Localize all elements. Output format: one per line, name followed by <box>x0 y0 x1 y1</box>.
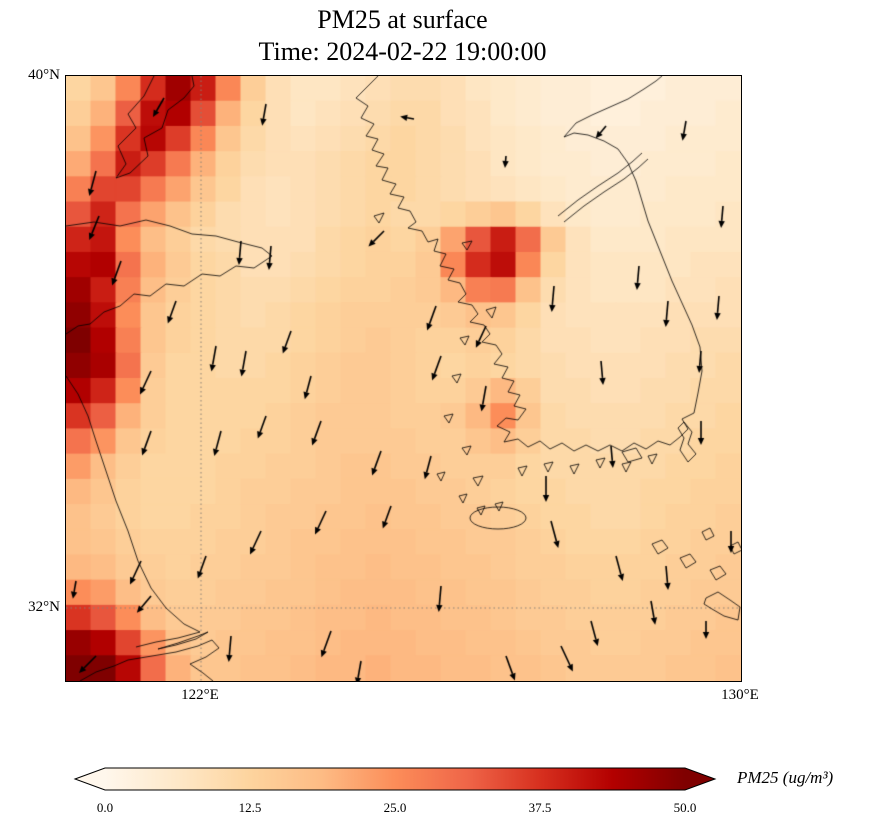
colorbar-tick-3: 37.5 <box>528 800 552 815</box>
figure-subtitle: Time: 2024-02-22 19:00:00 <box>258 37 547 66</box>
y-tick-32n: 32°N <box>28 599 60 615</box>
colorbar-tick-4: 50.0 <box>673 800 697 815</box>
map-canvas <box>66 76 741 681</box>
colorbar-gradient-bar <box>73 767 717 791</box>
colorbar-tick-2: 25.0 <box>383 800 407 815</box>
figure-title: PM25 at surface <box>317 5 488 34</box>
colorbar-label: PM25 (ug/m³) <box>737 768 834 787</box>
colorbar-tick-0: 0.0 <box>96 800 114 815</box>
y-tick-40n: 40°N <box>28 67 60 83</box>
x-tick-130e: 130°E <box>721 687 759 703</box>
colorbar-tick-1: 12.5 <box>238 800 262 815</box>
colorbar: 0.0 12.5 25.0 37.5 50.0 PM25 (ug/m³) <box>70 766 870 826</box>
x-tick-122e: 122°E <box>181 687 219 703</box>
map-plot-area <box>65 75 742 682</box>
